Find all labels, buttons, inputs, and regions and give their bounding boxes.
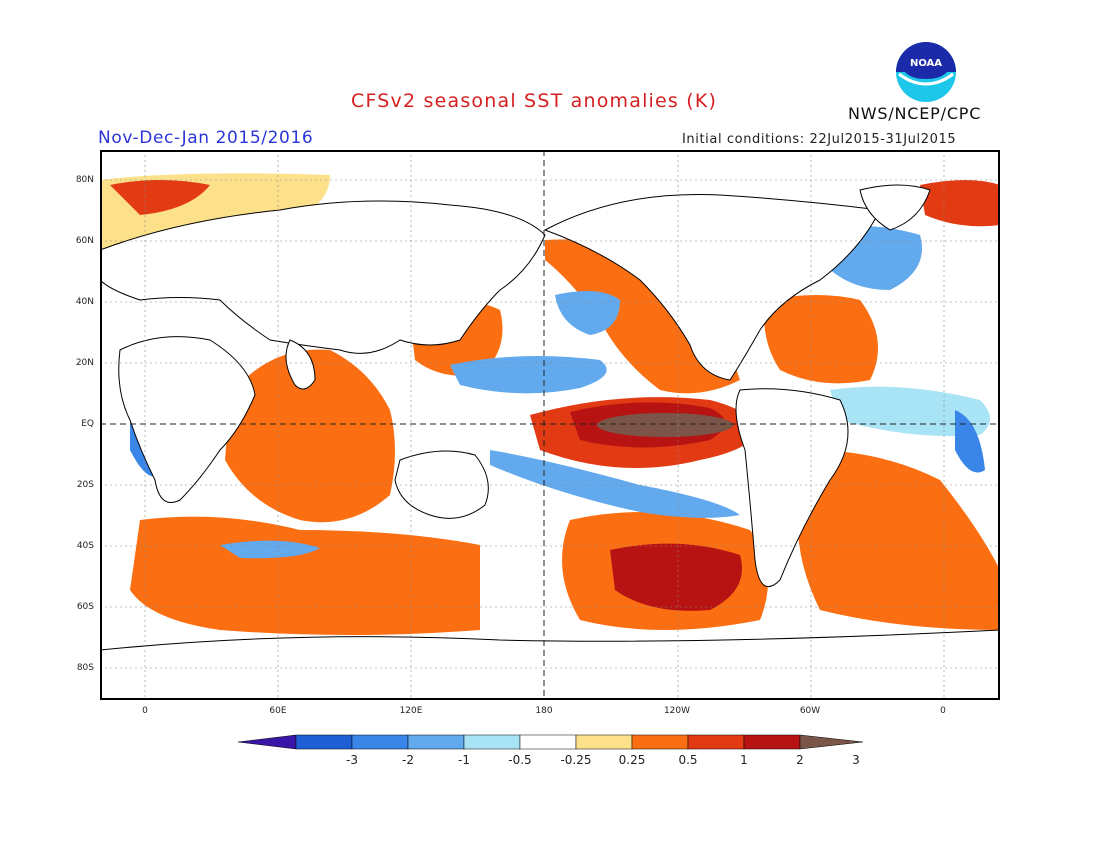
warm-arctic-patch-east [920, 180, 1000, 227]
warm-south-indian [130, 516, 480, 635]
india-land [285, 339, 316, 390]
colorbar-tick-label: 3 [852, 753, 860, 767]
colorbar-swatch [575, 734, 633, 750]
sst-anomaly-map [100, 150, 1000, 700]
map-reference-lines [100, 150, 1000, 700]
colorbar-swatch [295, 734, 353, 750]
warm-indian-ocean [225, 349, 395, 523]
colorbar-swatch [743, 734, 801, 750]
lon-label-60e: 60E [269, 706, 287, 716]
colorbar-tick-label: 0.5 [678, 753, 698, 767]
lon-label-0-east: 0 [940, 706, 946, 716]
colorbar-tick-label: -1 [458, 753, 470, 767]
colorbar-swatch [463, 734, 521, 750]
lat-label-80s: 80S [76, 663, 94, 673]
warm-arctic-patch [110, 180, 210, 215]
africa-land [118, 336, 256, 503]
colorbar-swatch [519, 734, 577, 750]
map-title: CFSv2 seasonal SST anomalies (K) [351, 90, 718, 112]
lat-label-40s: 40S [76, 541, 94, 551]
colorbar-tick-label: 0.25 [618, 753, 646, 767]
colorbar-swatch [407, 734, 465, 750]
agency-label: NWS/NCEP/CPC [848, 104, 982, 123]
lat-label-20n: 20N [75, 358, 94, 368]
colorbar [238, 734, 863, 750]
colorbar-swatch [631, 734, 689, 750]
cool-peru-coast [955, 410, 985, 473]
lat-label-eq: EQ [81, 419, 94, 429]
lat-label-80n: 80N [75, 175, 94, 185]
lat-label-40n: 40N [75, 297, 94, 307]
greenland-land [859, 184, 931, 231]
noaa-logo: NOAA [896, 42, 956, 102]
colorbar-tick-label: -3 [346, 753, 358, 767]
colorbar-swatch-min [238, 734, 297, 750]
colorbar-tick-label: 1 [740, 753, 748, 767]
south-pacific-strong [610, 543, 742, 611]
map-grid [100, 150, 1000, 700]
warm-north-pacific-east [545, 239, 740, 394]
lat-label-20s: 20S [76, 480, 94, 490]
lon-label-0-west: 0 [142, 706, 148, 716]
lon-label-120w: 120W [663, 706, 691, 716]
cool-north-pacific-band [450, 356, 607, 394]
cool-south-pacific-band [490, 450, 740, 518]
season-label: Nov-Dec-Jan 2015/2016 [98, 128, 314, 148]
colorbar-swatch-max [799, 734, 863, 750]
equatorial-pacific-extreme [597, 413, 733, 437]
lon-label-120e: 120E [399, 706, 423, 716]
lon-label-180: 180 [535, 706, 553, 716]
lon-label-60w: 60W [799, 706, 821, 716]
map-frame [100, 150, 1000, 700]
colorbar-tick-label: -0.25 [560, 753, 592, 767]
warm-north-atlantic [764, 295, 878, 384]
warm-south-atlantic [797, 450, 1000, 630]
eurasia-land [100, 200, 546, 354]
lat-label-60s: 60S [76, 602, 94, 612]
colorbar-swatch [687, 734, 745, 750]
colorbar-tick-label: 2 [796, 753, 804, 767]
colorbar-swatch [351, 734, 409, 750]
lat-label-60n: 60N [75, 236, 94, 246]
antarctica-land [100, 629, 1000, 700]
colorbar-tick-label: -0.5 [508, 753, 532, 767]
south-america-land [735, 388, 849, 588]
cool-southern-ocean [220, 540, 320, 559]
noaa-logo-text: NOAA [910, 58, 942, 69]
initial-conditions: Initial conditions: 22Jul2015-31Jul2015 [682, 132, 957, 147]
colorbar-tick-label: -2 [402, 753, 414, 767]
